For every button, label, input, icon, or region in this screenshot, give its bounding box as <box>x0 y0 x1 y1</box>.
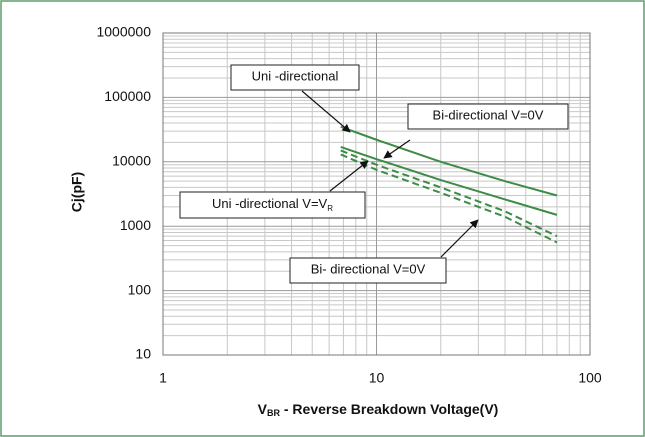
annotation-text: Bi-directional V=0V <box>433 108 544 123</box>
series-line <box>340 149 558 238</box>
x-label-main: V <box>258 401 268 417</box>
y-tick-label: 100 <box>128 281 152 297</box>
series-line <box>340 125 558 197</box>
x-tick-label: 10 <box>369 370 385 386</box>
x-tick-label: 100 <box>578 370 602 386</box>
x-label-sub: BR <box>267 408 280 418</box>
annotation: Uni -directional <box>252 69 339 84</box>
plot-border <box>162 32 591 356</box>
y-tick-label: 1000 <box>120 217 151 233</box>
annotation: Bi- directional V=0V <box>311 262 426 277</box>
annotation-arrow <box>329 160 369 192</box>
y-tick-label: 10000 <box>112 153 151 169</box>
annotation-box <box>289 257 447 284</box>
series-line <box>340 146 558 216</box>
annotation-sub: R <box>327 204 333 213</box>
x-tick-label: 1 <box>159 370 167 386</box>
y-tick-label: 10 <box>135 346 151 362</box>
annotation-box <box>179 191 366 219</box>
annotation-text: Uni -directional <box>252 69 339 84</box>
y-tick-label: 1000000 <box>96 24 151 40</box>
annotation-box <box>230 64 360 91</box>
annotation: Uni -directional V=VR <box>212 196 333 213</box>
annotation-arrow <box>301 90 351 133</box>
annotation: Bi-directional V=0V <box>433 108 544 123</box>
x-label-rest: - Reverse Breakdown Voltage(V) <box>280 401 498 417</box>
annotation-text: Bi- directional V=0V <box>311 262 426 277</box>
annotation-text: Uni -directional V=V <box>212 196 328 211</box>
y-axis-label: Cj(pF) <box>69 172 85 212</box>
annotation-box <box>407 103 569 130</box>
annotation-arrow <box>383 139 411 159</box>
x-axis-label: VBR - Reverse Breakdown Voltage(V) <box>258 401 499 419</box>
y-tick-label: 100000 <box>104 88 151 104</box>
annotation-arrow <box>440 219 479 258</box>
